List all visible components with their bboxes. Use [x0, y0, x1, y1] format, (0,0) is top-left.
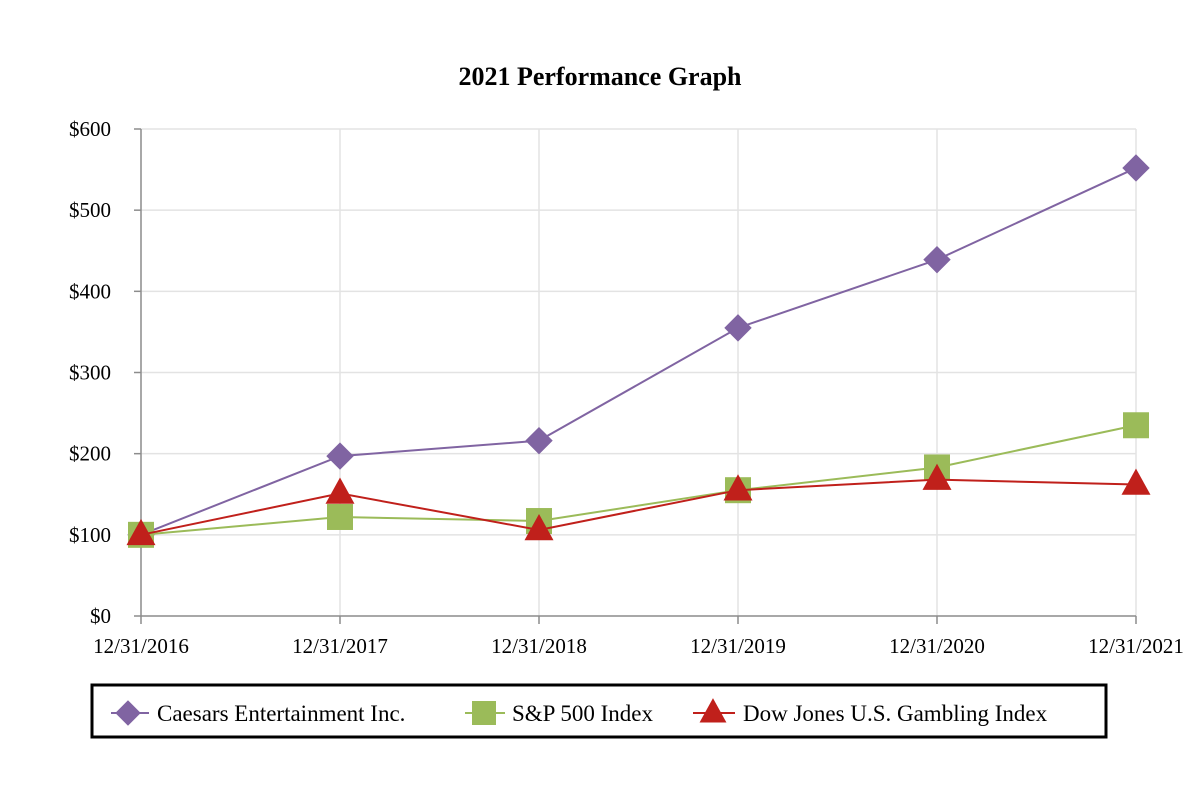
y-tick-label: $500: [69, 198, 111, 222]
legend: Caesars Entertainment Inc. S&P 500 Index D…: [90, 683, 1108, 739]
y-tick-label: $400: [69, 279, 111, 303]
x-tick-label: 12/31/2021: [1088, 634, 1184, 658]
legend-item-3: Dow Jones U.S. Gambling Index: [693, 698, 1048, 726]
y-tick-label: $0: [90, 604, 111, 628]
data-point: [525, 426, 553, 455]
data-point: [325, 477, 355, 504]
data-point: [723, 474, 753, 501]
x-tick-label: 12/31/2016: [93, 634, 189, 658]
data-point: [327, 503, 353, 530]
data-point: [1123, 412, 1149, 439]
x-tick-label: 12/31/2019: [690, 634, 786, 658]
series-line: [140, 167, 1137, 536]
x-tick-label: 12/31/2020: [889, 634, 985, 658]
data-point: [923, 245, 951, 274]
data-point: [524, 513, 554, 541]
data-point: [922, 463, 952, 490]
data-point: [724, 314, 752, 342]
y-tick-label: $300: [69, 361, 111, 385]
legend-label: Caesars Entertainment Inc.: [157, 701, 405, 726]
data-point: [326, 442, 354, 470]
legend-label: Dow Jones U.S. Gambling Index: [743, 701, 1048, 726]
chart-title: 2021 Performance Graph: [458, 62, 742, 91]
series-group: [126, 154, 1151, 549]
legend-box: [90, 683, 1108, 739]
legend-marker-triangle-icon: [699, 698, 727, 723]
series-3: [126, 463, 1151, 546]
series-1: [127, 154, 1150, 549]
legend-item-2: S&P 500 Index: [465, 701, 653, 726]
axes: $0 $100 $200 $300 $400 $500 $600 12/31/2016 12/3…: [69, 117, 1184, 658]
x-tick-label: 12/31/2018: [491, 634, 587, 658]
legend-marker-square-icon: [472, 701, 496, 725]
legend-item-1: Caesars Entertainment Inc.: [111, 700, 405, 726]
legend-label: S&P 500 Index: [512, 701, 653, 726]
series-line: [140, 478, 1137, 536]
data-point: [126, 518, 156, 546]
y-tick-label: $600: [69, 117, 111, 141]
data-point: [1121, 468, 1151, 495]
series-line: [140, 424, 1137, 536]
data-point: [1122, 154, 1150, 182]
y-tick-label: $100: [69, 523, 111, 547]
legend-marker-diamond-icon: [115, 700, 141, 726]
grid: [141, 128, 1137, 616]
y-tick-label: $200: [69, 442, 111, 466]
x-tick-label: 12/31/2017: [292, 634, 388, 658]
